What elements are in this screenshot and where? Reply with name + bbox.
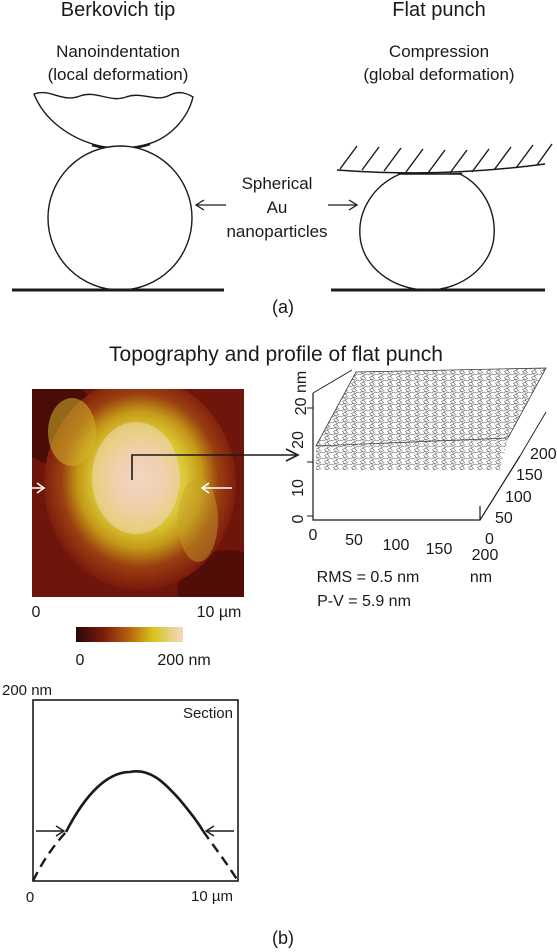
section-label: Section bbox=[183, 705, 233, 722]
section-x-end: 10 µm bbox=[191, 888, 233, 905]
arrow-to-right-particle bbox=[328, 199, 359, 211]
section-y-max: 200 nm bbox=[2, 682, 52, 699]
afm-x-start: 0 bbox=[32, 604, 41, 621]
x-axis-unit: nm bbox=[470, 569, 492, 586]
left-nanoparticle bbox=[47, 145, 193, 291]
surface-top bbox=[315, 367, 547, 447]
z-tick-10: 10 bbox=[290, 479, 307, 497]
section-arrow-right bbox=[204, 825, 234, 837]
section-frame bbox=[32, 699, 239, 882]
x-tick-0: 0 bbox=[309, 527, 318, 544]
z-axis-unit: 20 nm bbox=[293, 371, 310, 415]
x-tick-50: 50 bbox=[345, 532, 363, 549]
colorbar-min: 0 bbox=[76, 652, 85, 669]
zoom-leader-arrow bbox=[131, 448, 300, 480]
panel-b-title: Topography and profile of flat punch bbox=[109, 343, 443, 366]
section-profile-dashed-right bbox=[202, 830, 240, 882]
x-tick-200: 200 bbox=[472, 547, 499, 564]
compression-label: Compression bbox=[389, 42, 489, 61]
flat-punch-shape bbox=[336, 143, 553, 174]
surface-3d-plot bbox=[307, 367, 547, 521]
nanoindentation-label: Nanoindentation bbox=[56, 42, 180, 61]
berkovich-tip-shape bbox=[33, 91, 194, 149]
right-nanoparticle bbox=[359, 173, 495, 291]
x-tick-150: 150 bbox=[426, 541, 453, 558]
panel-a: Berkovich tip Flat punch Nanoindentation… bbox=[12, 0, 553, 317]
y-tick-150: 150 bbox=[516, 467, 543, 484]
y-tick-0: 0 bbox=[485, 531, 494, 548]
flat-punch-title: Flat punch bbox=[392, 0, 485, 21]
spherical-label: Spherical bbox=[242, 174, 313, 193]
rms-value: RMS = 0.5 nm bbox=[317, 569, 420, 586]
section-profile-plot bbox=[31, 699, 240, 882]
y-tick-50: 50 bbox=[495, 510, 513, 527]
surface-front-face bbox=[316, 438, 508, 470]
au-label: Au bbox=[267, 198, 288, 217]
section-profile-dashed-left bbox=[31, 831, 67, 882]
colorbar bbox=[76, 627, 183, 642]
section-arrow-left bbox=[36, 825, 66, 837]
global-deformation-label: (global deformation) bbox=[363, 65, 514, 84]
panel-a-label: (a) bbox=[272, 297, 294, 317]
z-tick-20: 20 bbox=[290, 431, 307, 449]
local-deformation-label: (local deformation) bbox=[48, 65, 189, 84]
afm-topography-map bbox=[32, 389, 244, 597]
panel-b-label: (b) bbox=[272, 928, 294, 948]
section-x-start: 0 bbox=[26, 889, 34, 906]
y-tick-200: 200 bbox=[530, 446, 557, 463]
afm-x-end: 10 µm bbox=[197, 604, 242, 621]
arrow-to-left-particle bbox=[194, 199, 226, 211]
pv-value: P-V = 5.9 nm bbox=[317, 593, 411, 610]
section-profile-solid bbox=[64, 770, 205, 833]
x-tick-100: 100 bbox=[383, 537, 410, 554]
afm-arrow-left bbox=[14, 482, 46, 494]
z-tick-0: 0 bbox=[290, 514, 307, 523]
afm-arrow-right bbox=[200, 482, 232, 494]
berkovich-tip-title: Berkovich tip bbox=[61, 0, 176, 21]
panel-b: Topography and profile of flat punch 0 1… bbox=[2, 343, 557, 948]
y-tick-100: 100 bbox=[505, 489, 532, 506]
colorbar-max: 200 nm bbox=[157, 652, 210, 669]
nanoparticles-label: nanoparticles bbox=[226, 222, 327, 241]
